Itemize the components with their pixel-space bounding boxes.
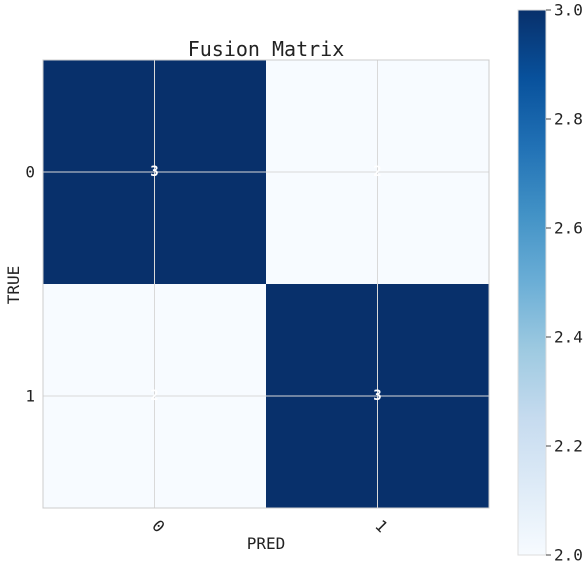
y-axis-label: TRUE — [4, 266, 23, 305]
cell-value-label: 3 — [373, 388, 381, 404]
plot-frame — [42, 59, 490, 509]
heatmap-cells — [43, 60, 489, 508]
colorbar-tick-label: 2.8 — [554, 110, 583, 129]
colorbar-tick-label: 3.0 — [554, 1, 583, 20]
colorbar-tick-label: 2.2 — [554, 437, 583, 456]
x-tick-label: 1 — [371, 516, 391, 536]
y-tick-labels: 01 — [25, 163, 35, 406]
y-tick-label: 0 — [25, 163, 35, 182]
colorbar-tick-label: 2.6 — [554, 219, 583, 238]
chart-title: Fusion Matrix — [188, 37, 345, 61]
x-axis-label: PRED — [247, 534, 286, 553]
cell-labels: 3 2 2 3 — [150, 164, 381, 404]
colorbar-tick-label: 2.0 — [554, 546, 583, 565]
y-tick-label: 1 — [25, 387, 35, 406]
cell-value-label: 2 — [150, 388, 158, 404]
colorbar — [517, 9, 547, 556]
cell-value-label: 3 — [150, 164, 158, 180]
cell-value-label: 2 — [373, 164, 381, 180]
colorbar-tick-label: 2.4 — [554, 328, 583, 347]
x-tick-label: 0 — [148, 516, 168, 536]
gridlines — [43, 60, 489, 508]
colorbar-ticks: 2.0 2.2 2.4 2.6 2.8 3.0 — [546, 1, 583, 565]
